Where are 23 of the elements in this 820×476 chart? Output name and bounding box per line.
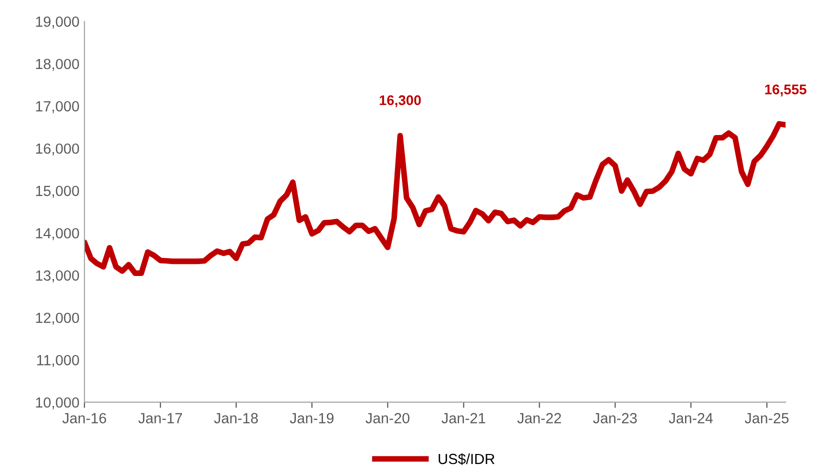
x-tick-label: Jan-16	[62, 413, 106, 424]
x-tick-label: Jan-21	[442, 413, 486, 424]
x-tick-label: Jan-17	[138, 413, 182, 424]
x-tick-label: Jan-23	[593, 413, 637, 424]
y-tick-label: 19,000	[36, 16, 80, 29]
y-tick-label: 12,000	[36, 312, 80, 325]
annotation: 16,300	[380, 95, 421, 108]
y-tick-label: 18,000	[36, 58, 80, 71]
legend-label: US$/IDR	[438, 453, 494, 466]
y-tick-label: 11,000	[37, 355, 80, 368]
y-tick-label: 17,000	[36, 101, 80, 114]
y-tick-label: 16,000	[36, 143, 80, 156]
x-tick-label: Jan-22	[517, 413, 561, 424]
y-tick-label: 13,000	[36, 270, 80, 282]
y-tick-label: 14,000	[36, 228, 80, 240]
annotation: 16,555	[765, 84, 806, 96]
y-tick-label: 10,000	[36, 397, 80, 410]
y-tick-label: 15,000	[36, 186, 80, 198]
x-tick-label: Jan-20	[366, 413, 410, 424]
x-tick-label: Jan-19	[290, 413, 334, 424]
x-tick-label: Jan-25	[744, 413, 789, 424]
x-tick-label: Jan-24	[668, 413, 713, 424]
x-tick-label: Jan-18	[214, 413, 258, 424]
